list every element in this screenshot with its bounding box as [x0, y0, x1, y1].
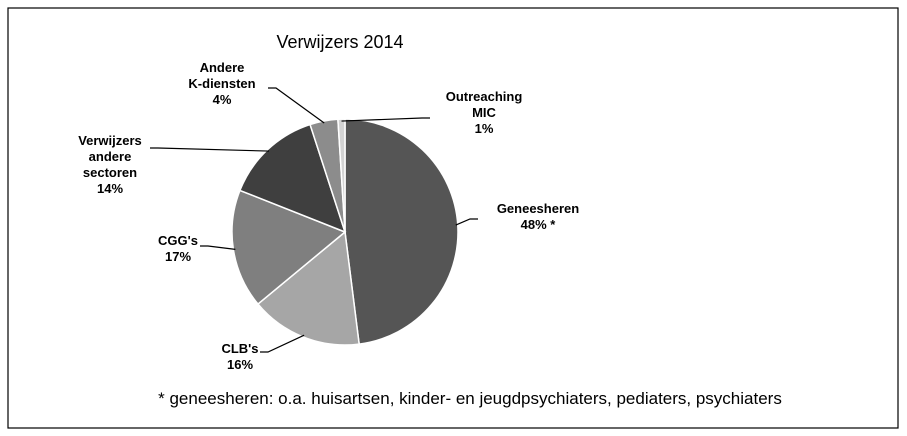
slice-category: Andere K-diensten [188, 60, 255, 91]
leader-line [341, 117, 430, 122]
slice-value-label: 4% [213, 92, 232, 107]
slice-category-line: CGG's [158, 233, 198, 248]
leader-line [268, 87, 325, 124]
slice-label: Andere K-diensten 4% [188, 60, 255, 107]
slice-category-line: MIC [472, 105, 496, 120]
slice-label: CLB's 16% [221, 341, 258, 372]
slice-category-line: Geneesheren [497, 201, 579, 216]
leader-line [200, 245, 236, 250]
slice-category: CLB's [221, 341, 258, 356]
slice-label: CGG's 17% [158, 233, 198, 264]
slice-category: CGG's [158, 233, 198, 248]
slice-category-line: CLB's [221, 341, 258, 356]
leader-line [260, 334, 305, 353]
slice-value-label: 48% * [521, 217, 557, 232]
slice-label: Verwijzers andere sectoren 14% [78, 133, 142, 196]
slice-category: Verwijzers andere sectoren [78, 133, 142, 180]
footnote: * geneesheren: o.a. huisartsen, kinder- … [158, 389, 782, 408]
slice-value-label: 17% [165, 249, 191, 264]
slice-category-line: Verwijzers [78, 133, 142, 148]
leader-line [150, 147, 270, 152]
slice-value-label: 16% [227, 357, 253, 372]
slice-category-line: sectoren [83, 165, 137, 180]
slice-category: Outreaching MIC [446, 89, 523, 120]
slice-category-line: Outreaching [446, 89, 523, 104]
slice-category-line: andere [89, 149, 132, 164]
pie-slice [337, 118, 346, 233]
pie-slice [344, 118, 459, 345]
slice-category: Geneesheren [497, 201, 579, 216]
slice-label: Geneesheren 48% * [497, 201, 579, 232]
leader-line [455, 218, 478, 226]
slice-value-label: 14% [97, 181, 123, 196]
slice-category-line: K-diensten [188, 76, 255, 91]
slice-label: Outreaching MIC 1% [446, 89, 523, 136]
chart-title: Verwijzers 2014 [276, 32, 403, 52]
slice-category-line: Andere [200, 60, 245, 75]
pie-slice [256, 230, 361, 346]
slice-value-label: 1% [475, 121, 494, 136]
